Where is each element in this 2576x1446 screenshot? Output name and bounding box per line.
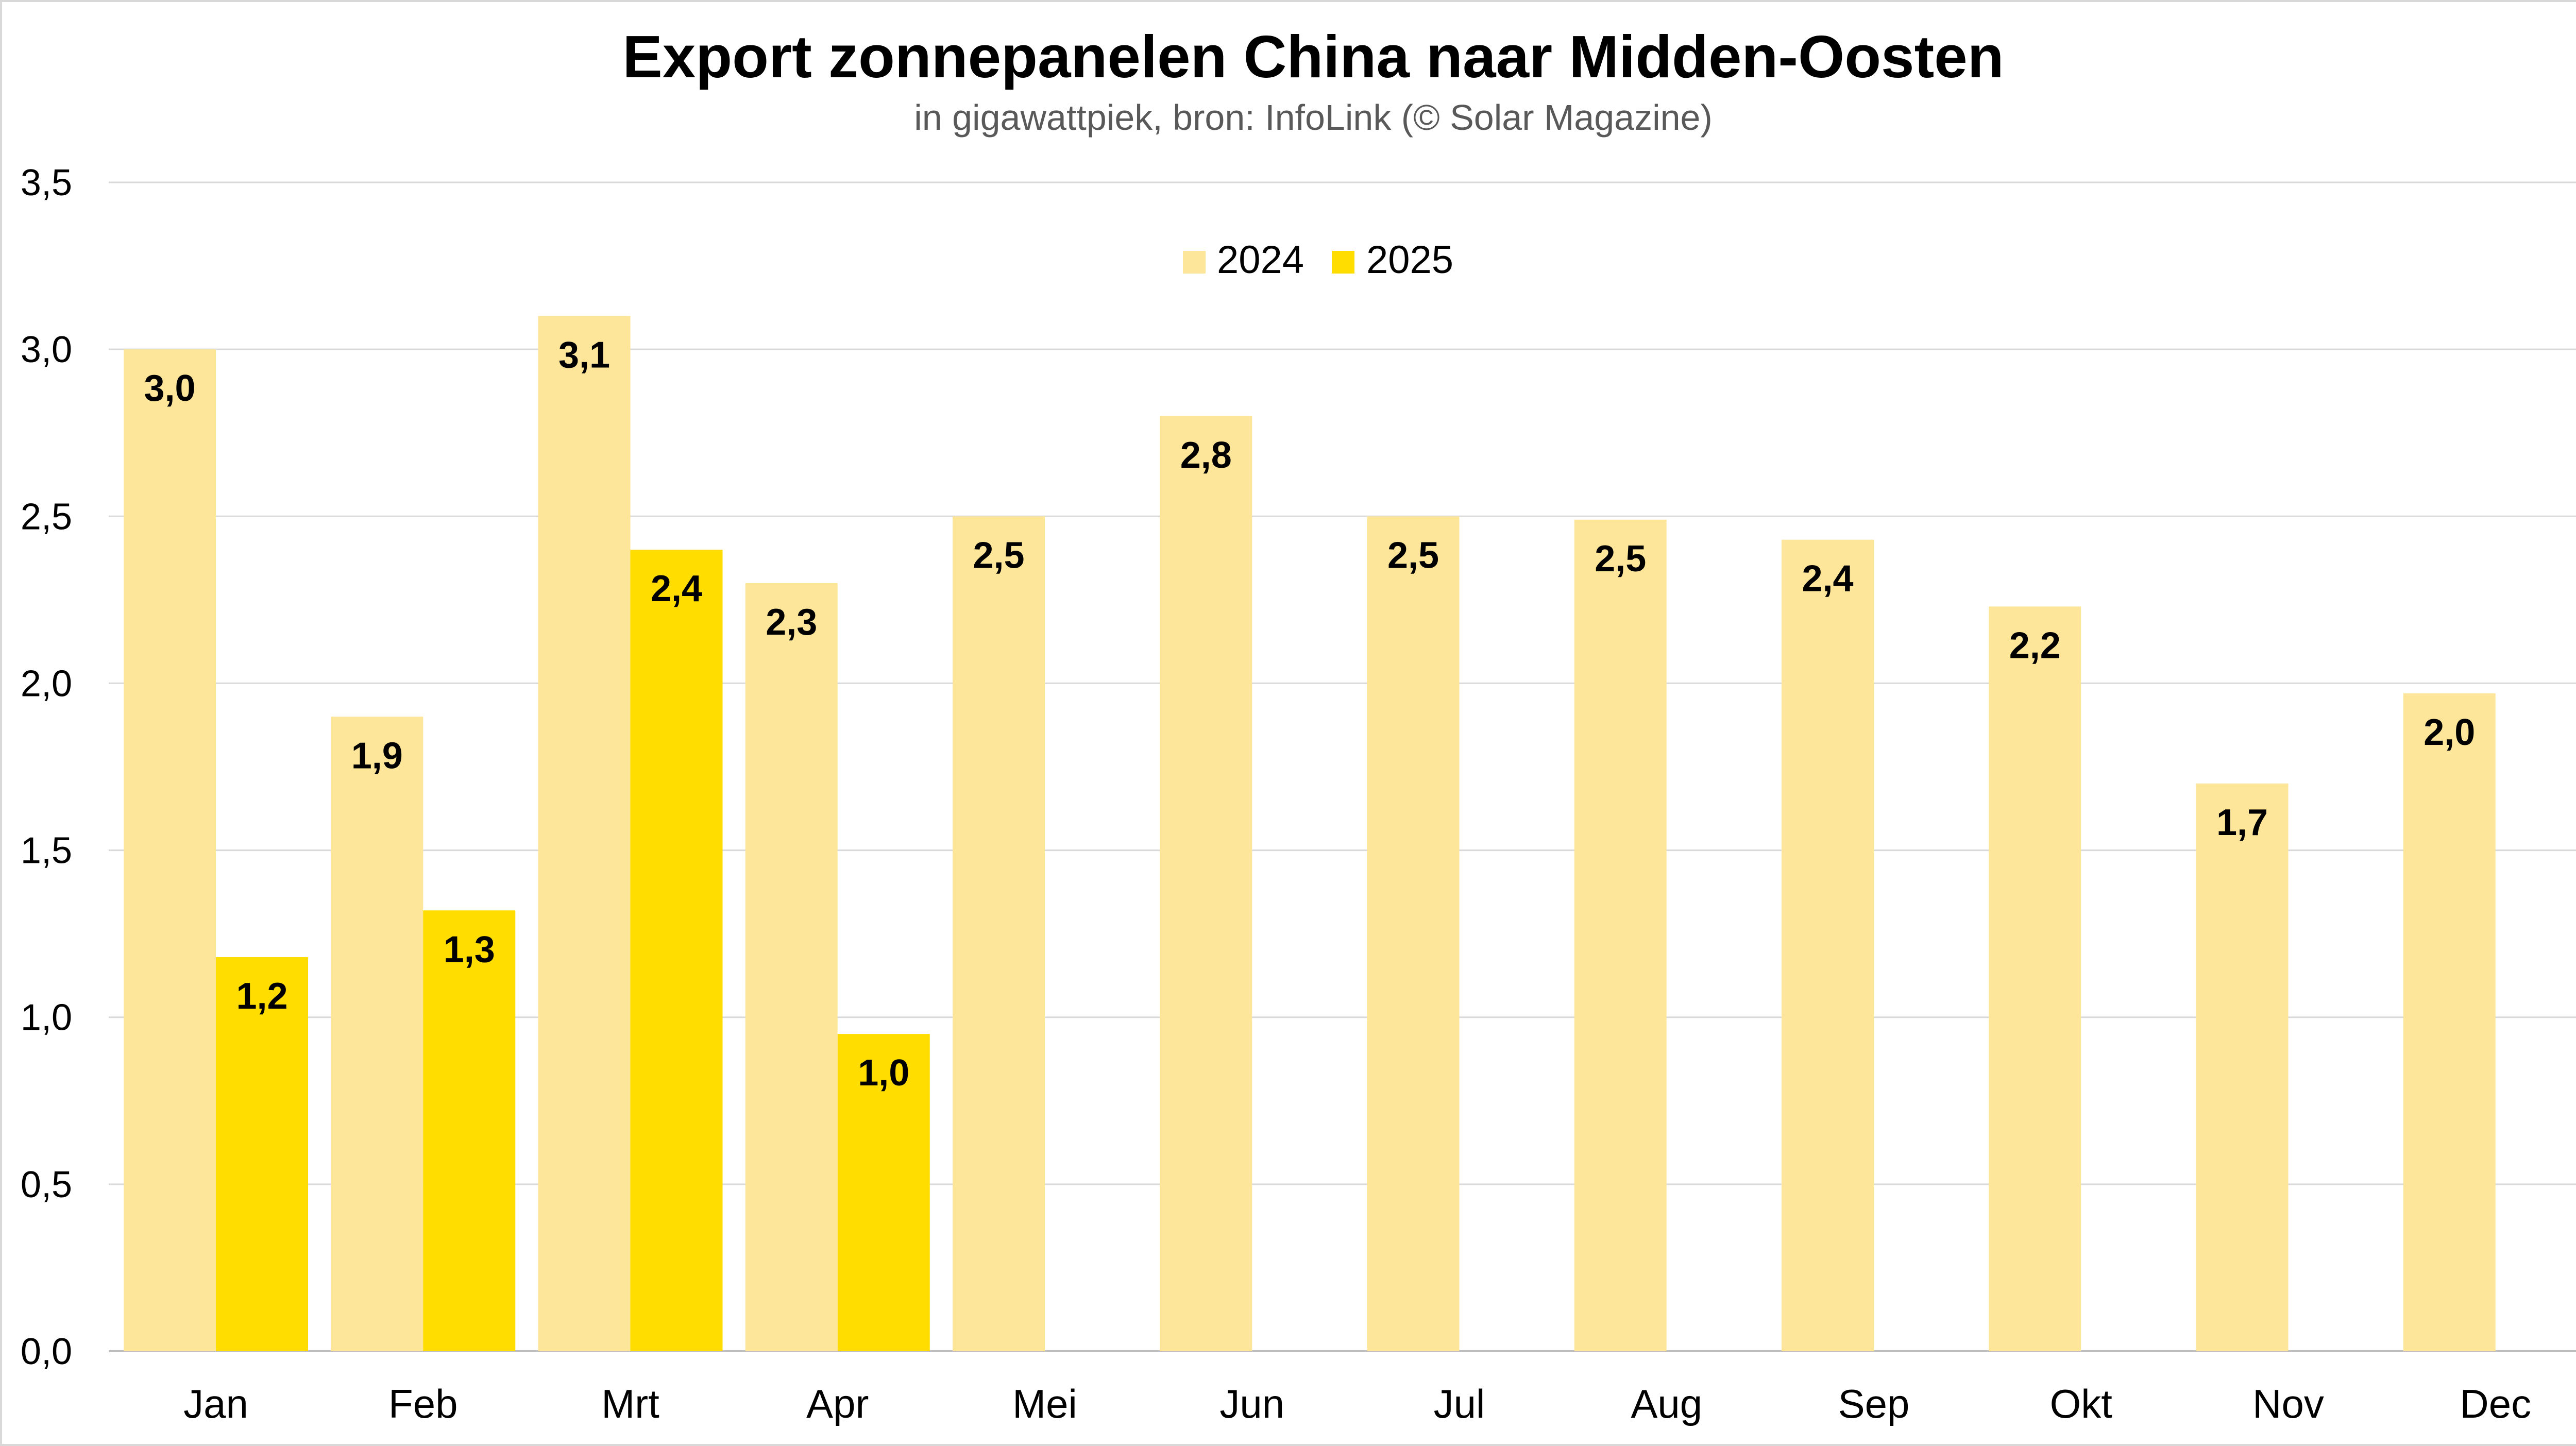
data-label: 2,8	[1180, 435, 1232, 476]
y-tick-label: 2,0	[21, 663, 72, 704]
data-label: 2,5	[1595, 538, 1646, 580]
x-tick-label: Aug	[1631, 1381, 1702, 1426]
bar-2024-Dec	[2403, 693, 2496, 1351]
y-tick-label: 1,5	[21, 830, 72, 872]
bar-2024-Feb	[331, 717, 423, 1351]
data-label: 1,0	[858, 1052, 909, 1094]
x-tick-label: Feb	[388, 1381, 457, 1426]
bar-2024-Mrt	[538, 316, 631, 1352]
legend-swatch-2025	[1332, 251, 1354, 274]
data-label: 2,2	[2009, 625, 2061, 666]
y-tick-label: 2,5	[21, 496, 72, 537]
gridlines	[109, 181, 2576, 1352]
data-label: 1,9	[351, 735, 403, 776]
data-label: 2,5	[1387, 535, 1439, 576]
y-tick-label: 0,5	[21, 1164, 72, 1205]
chart-subtitle: in gigawattpiek, bron: InfoLink (© Solar…	[914, 97, 1713, 138]
bar-2024-Jan	[124, 349, 216, 1352]
bar-2024-Okt	[1989, 606, 2081, 1351]
bar-2024-Apr	[745, 583, 838, 1351]
data-label: 3,1	[558, 334, 610, 376]
x-tick-label: Mrt	[601, 1381, 659, 1426]
data-label: 2,4	[1802, 558, 1853, 600]
data-label: 1,2	[236, 976, 287, 1017]
legend-label-2024: 2024	[1217, 238, 1304, 282]
bar-2024-Aug	[1574, 519, 1667, 1351]
y-tick-label: 3,5	[21, 162, 72, 203]
y-axis-tick-labels: 0,0 0,5 1,0 1,5 2,0 2,5 3,0 3,5	[21, 162, 72, 1372]
bar-2025-Mrt	[630, 550, 723, 1351]
legend-label-2025: 2025	[1366, 238, 1453, 282]
bar-2024-Mei	[953, 516, 1045, 1352]
data-label: 2,4	[651, 568, 702, 609]
data-label: 3,0	[144, 368, 195, 409]
x-tick-label: Jul	[1434, 1381, 1485, 1426]
x-tick-label: Jun	[1219, 1381, 1284, 1426]
x-tick-label: Jan	[183, 1381, 248, 1426]
bar-2025-Feb	[423, 910, 516, 1351]
bars	[124, 316, 2496, 1352]
bar-2024-Jun	[1160, 416, 1252, 1351]
x-tick-label: Okt	[2050, 1381, 2113, 1426]
bar-2025-Jan	[216, 957, 308, 1351]
data-label: 2,0	[2424, 712, 2475, 753]
data-label: 2,5	[973, 535, 1024, 576]
data-label: 1,3	[444, 929, 495, 970]
x-tick-label: Mei	[1012, 1381, 1077, 1426]
x-tick-label: Nov	[2252, 1381, 2324, 1426]
bar-2024-Jul	[1367, 516, 1460, 1352]
chart-title: Export zonnepanelen China naar Midden-Oo…	[622, 23, 2004, 90]
bar-2024-Sep	[1782, 539, 1874, 1351]
y-tick-label: 0,0	[21, 1331, 72, 1372]
bar-2024-Nov	[2196, 783, 2289, 1351]
x-tick-label: Sep	[1838, 1381, 1910, 1426]
data-labels: 3,0 1,2 1,9 1,3 3,1 2,4 2,3 1,0 2,5 2,8 2,5 2,5 2,4 2…	[144, 334, 2475, 1094]
x-axis-tick-labels: Jan Feb Mrt Apr Mei Jun Jul Aug Sep Okt Nov Dec	[183, 1381, 2531, 1426]
y-tick-label: 1,0	[21, 997, 72, 1039]
data-label: 2,3	[766, 602, 817, 643]
legend: 2024 2025	[1183, 238, 1453, 282]
x-tick-label: Apr	[806, 1381, 869, 1426]
y-tick-label: 3,0	[21, 329, 72, 370]
data-label: 1,7	[2216, 802, 2268, 843]
bar-2025-Apr	[837, 1034, 930, 1351]
legend-swatch-2024	[1183, 251, 1206, 274]
x-tick-label: Dec	[2460, 1381, 2531, 1426]
